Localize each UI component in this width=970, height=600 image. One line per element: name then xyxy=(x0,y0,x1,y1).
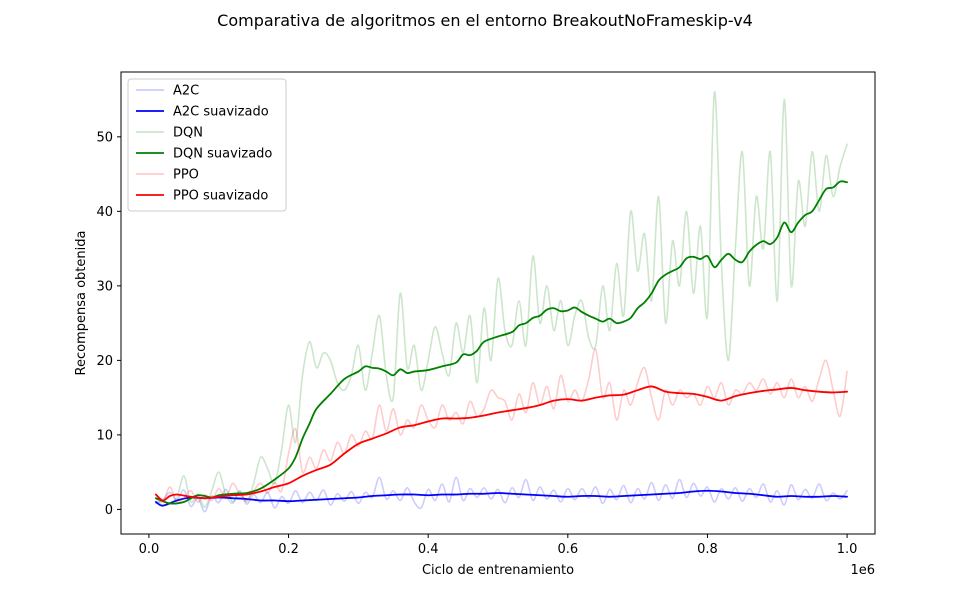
y-tick-label: 20 xyxy=(96,354,113,369)
y-tick-label: 0 xyxy=(105,503,113,518)
legend-label: A2C xyxy=(173,84,199,99)
y-tick-label: 40 xyxy=(96,205,113,220)
x-tick-label: 0.4 xyxy=(418,542,439,557)
x-tick-label: 0.8 xyxy=(697,542,718,557)
x-tick-label: 0.2 xyxy=(278,542,299,557)
legend-box xyxy=(127,78,287,212)
plot-frame xyxy=(120,71,876,535)
x-tick-label: 0.6 xyxy=(557,542,578,557)
legend-label: A2C suavizado xyxy=(173,105,269,120)
legend-label: DQN suavizado xyxy=(173,147,272,162)
series-line-ppo xyxy=(155,348,848,504)
series-line-a2c xyxy=(155,476,848,513)
x-axis-offset-label: 1e6 xyxy=(850,563,875,578)
x-axis-label: Ciclo de entrenamiento xyxy=(422,563,574,578)
x-tick-label: 1.0 xyxy=(837,542,858,557)
y-tick-label: 10 xyxy=(96,428,113,443)
x-axis: 0.0 0.2 0.4 0.6 0.8 1.0 xyxy=(139,534,858,557)
series-line-a2c-suavizado xyxy=(155,489,848,507)
legend: A2C A2C suavizado DQN DQN suavizado PPO PPO s… xyxy=(127,78,287,212)
y-tick-label: 50 xyxy=(96,130,113,145)
legend-label: PPO xyxy=(173,168,199,183)
series-line-ppo-suavizado xyxy=(155,385,848,502)
legend-label: DQN xyxy=(173,126,203,141)
chart-title: Comparativa de algoritmos en el entorno … xyxy=(217,11,753,30)
y-axis-label: Recompensa obtenida xyxy=(74,231,89,376)
y-axis: 0 10 20 30 40 50 xyxy=(96,130,121,518)
legend-label: PPO suavizado xyxy=(173,189,268,204)
x-tick-label: 0.0 xyxy=(139,542,160,557)
series-line-dqn xyxy=(155,91,848,508)
y-tick-label: 30 xyxy=(96,279,113,294)
series-line-dqn-suavizado xyxy=(155,180,848,505)
